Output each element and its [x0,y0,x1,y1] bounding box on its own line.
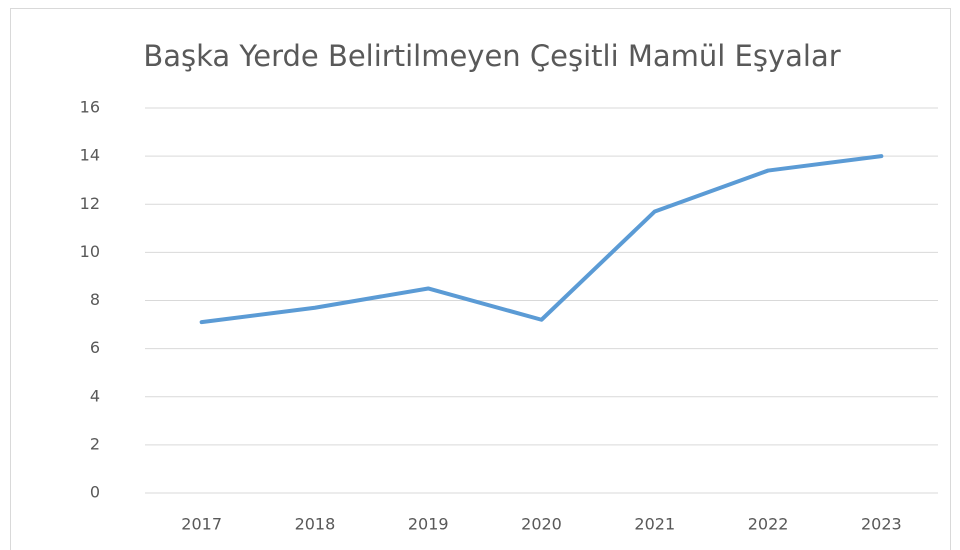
y-tick-label: 16 [80,98,100,117]
x-tick-label: 2020 [521,515,562,534]
y-tick-label: 10 [80,242,100,261]
y-tick-label: 4 [90,386,100,405]
y-tick-label: 2 [90,434,100,453]
x-tick-label: 2022 [748,515,789,534]
x-tick-label: 2019 [408,515,449,534]
x-tick-label: 2018 [295,515,336,534]
data-line [199,154,884,325]
x-tick-label: 2021 [634,515,675,534]
chart-title: Başka Yerde Belirtilmeyen Çeşitli Mamül … [143,39,840,73]
x-tick-label: 2017 [181,515,222,534]
chart-border [10,8,951,550]
y-tick-label: 0 [90,483,100,502]
y-tick-label: 12 [80,194,100,213]
y-tick-label: 6 [90,338,100,357]
x-tick-label: 2023 [861,515,902,534]
y-tick-label: 14 [80,146,100,165]
y-tick-label: 8 [90,290,100,309]
